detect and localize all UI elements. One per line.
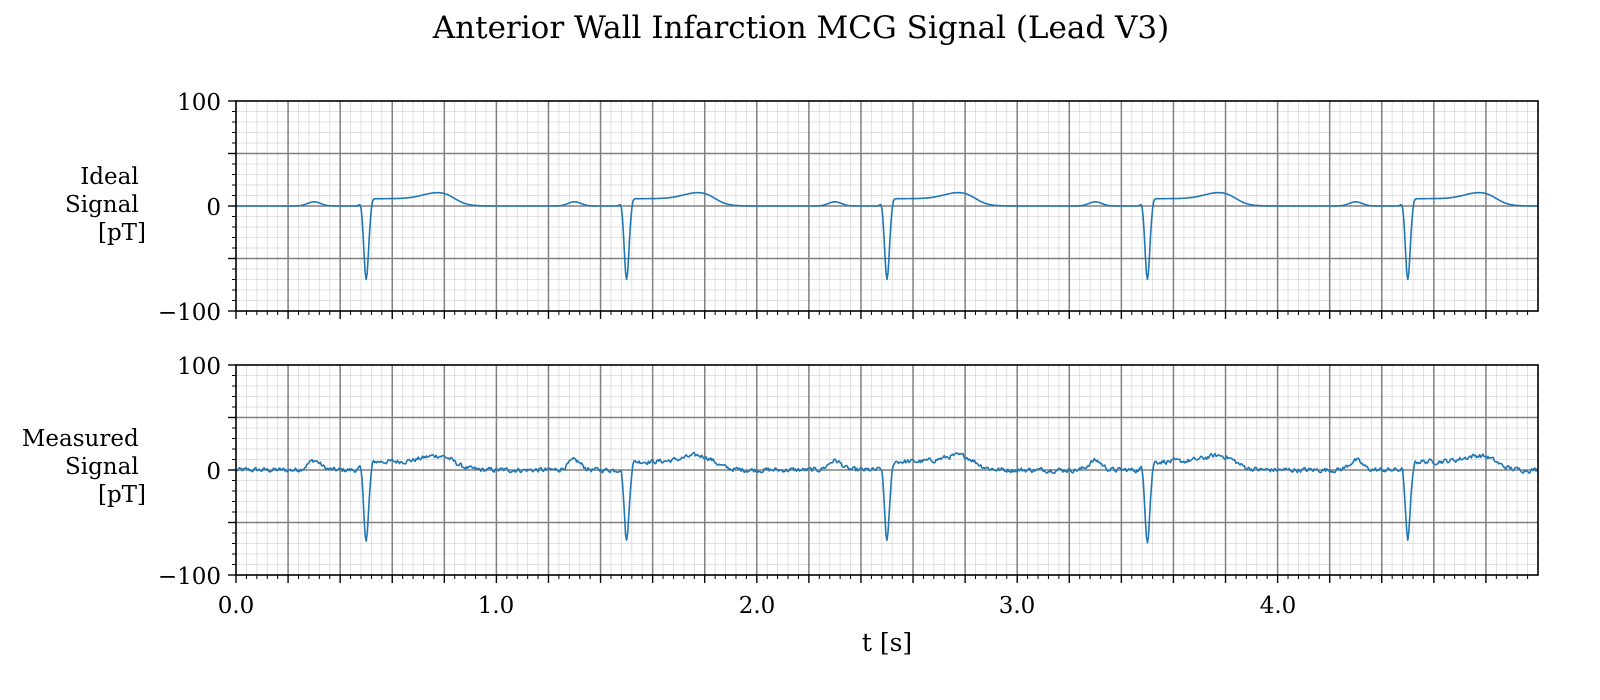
ideal-plot-frame bbox=[235, 100, 1539, 312]
measured-ytick-label-bottom: −100 bbox=[158, 564, 221, 590]
measured-ylabel: Measured Signal [pT] bbox=[22, 426, 146, 508]
xtick-label-1: 1.0 bbox=[478, 593, 515, 619]
measured-plot-frame bbox=[235, 364, 1539, 576]
chart-title: Anterior Wall Infarction MCG Signal (Lea… bbox=[432, 10, 1169, 46]
ideal-ylabel-line-2: Signal bbox=[65, 192, 139, 218]
measured-ylabel-line-3: [pT] bbox=[98, 482, 146, 508]
ideal-ticks bbox=[228, 100, 1529, 319]
measured-ytick-label-top: 100 bbox=[177, 354, 221, 380]
measured-ylabel-line-2: Signal bbox=[65, 454, 139, 480]
measured-ytick-label-zero: 0 bbox=[206, 459, 221, 485]
ideal-ylabel: Ideal Signal [pT] bbox=[65, 164, 146, 246]
ideal-ytick-label-zero: 0 bbox=[206, 195, 221, 221]
ideal-ylabel-line-1: Ideal bbox=[80, 164, 139, 190]
xtick-label-4: 4.0 bbox=[1260, 593, 1297, 619]
ideal-ytick-label-top: 100 bbox=[177, 90, 221, 116]
ideal-ylabel-line-3: [pT] bbox=[98, 220, 146, 246]
measured-signal-line bbox=[235, 451, 1539, 544]
ideal-signal-line bbox=[236, 191, 1538, 281]
ideal-ytick-label-bottom: −100 bbox=[158, 300, 221, 326]
x-axis-label: t [s] bbox=[862, 628, 912, 657]
xtick-label-2: 2.0 bbox=[739, 593, 776, 619]
xtick-label-3: 3.0 bbox=[999, 593, 1036, 619]
measured-ticks bbox=[228, 364, 1529, 583]
xtick-label-0: 0.0 bbox=[218, 593, 255, 619]
ideal-signal-panel: Ideal Signal [pT] 100 0 −100 bbox=[65, 90, 1539, 326]
measured-signal-panel: Measured Signal [pT] 100 0 −100 bbox=[22, 354, 1539, 590]
measured-ylabel-line-1: Measured bbox=[22, 426, 139, 452]
